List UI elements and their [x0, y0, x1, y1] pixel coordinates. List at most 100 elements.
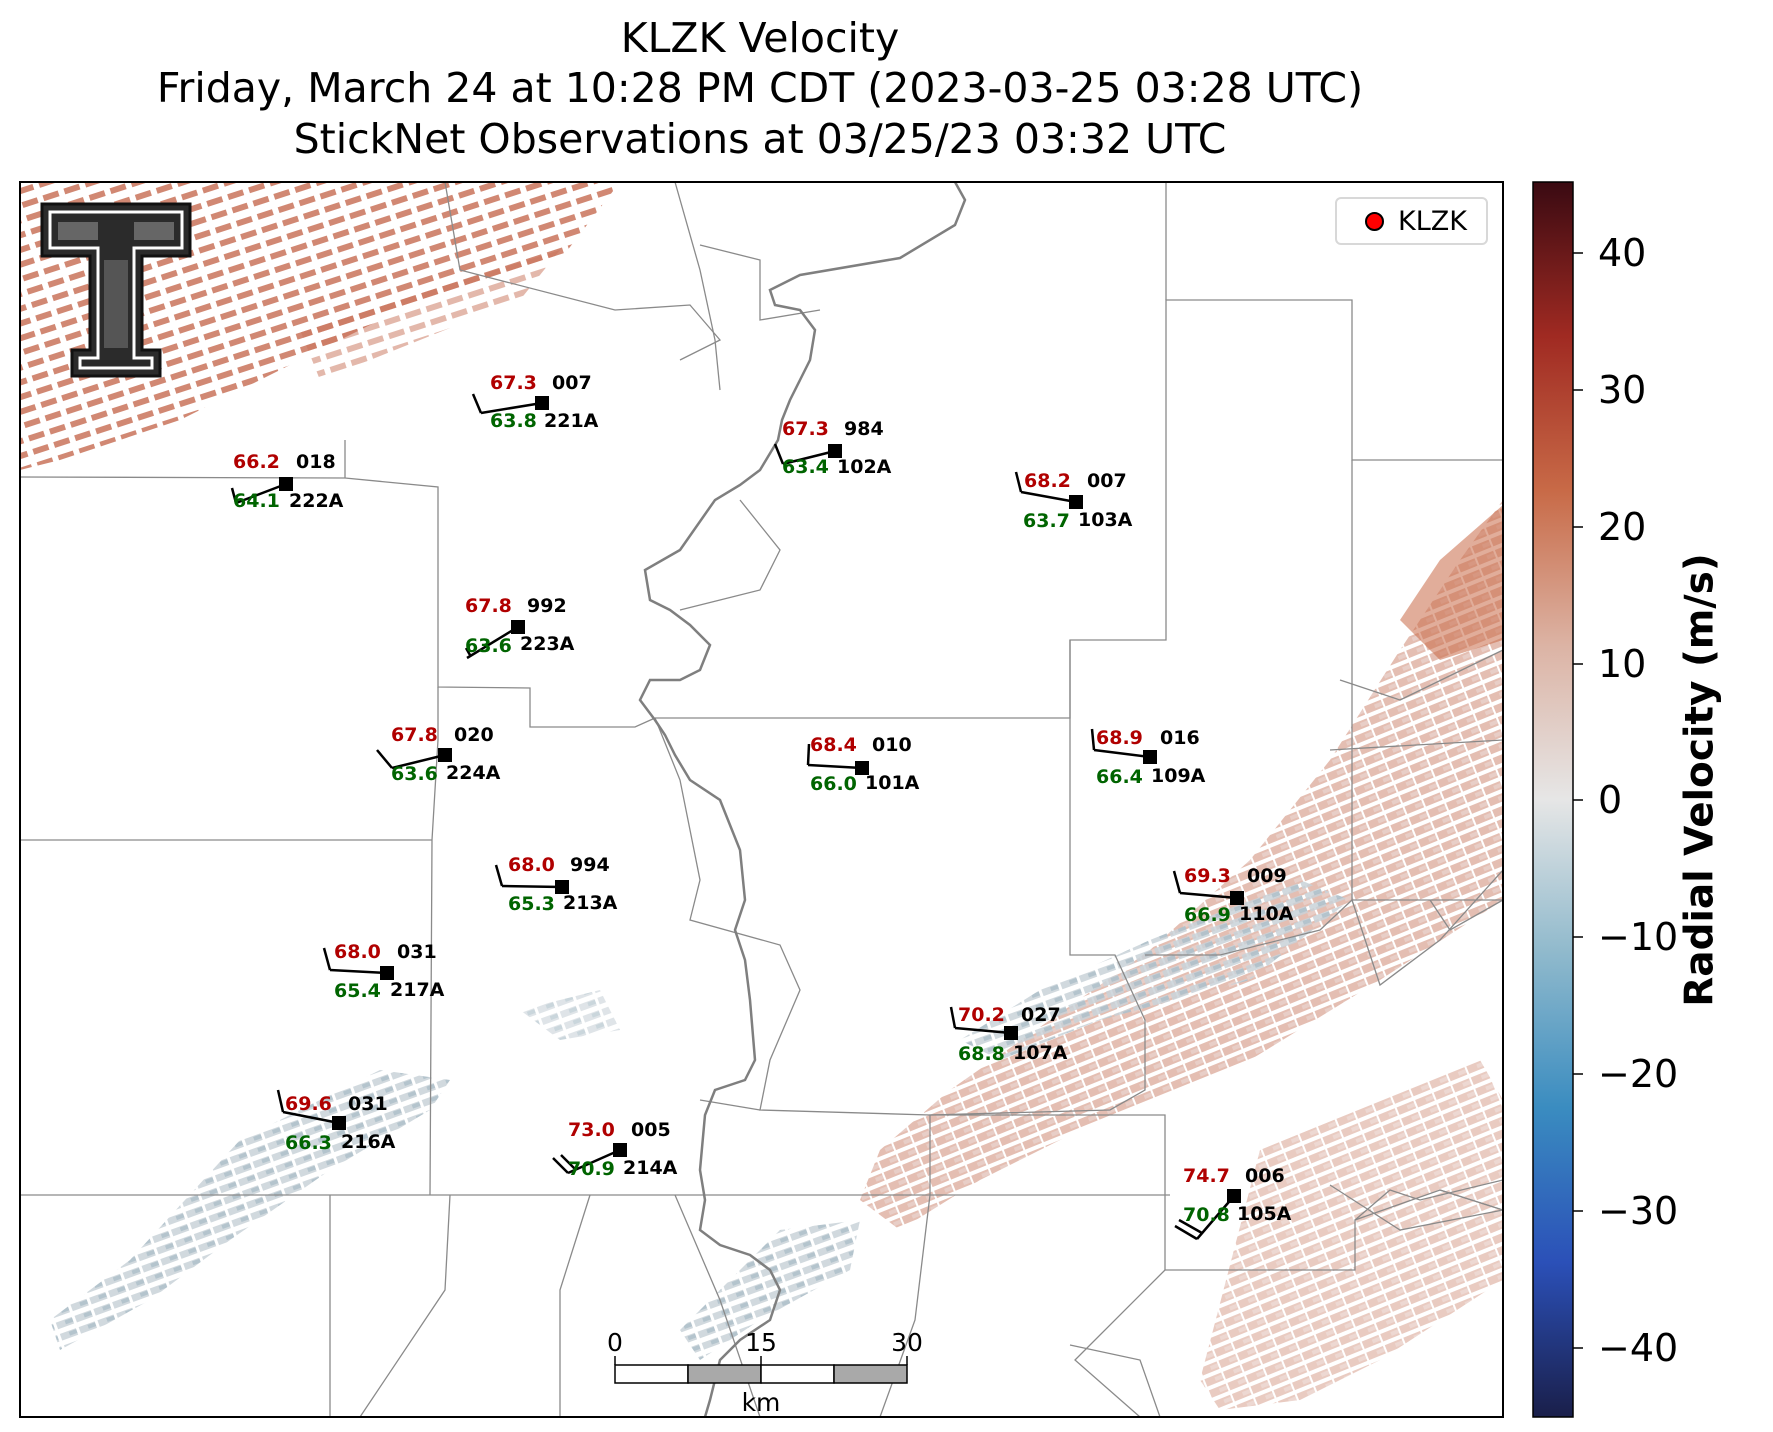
station-glyph-217A — [322, 947, 394, 980]
station-temp: 69.6 — [285, 1093, 332, 1115]
station-glyph-101A — [806, 743, 869, 775]
station-id: 101A — [865, 772, 920, 794]
scale-tick-30: 30 — [891, 1328, 923, 1357]
station-glyph-222A — [230, 477, 293, 505]
station-id: 222A — [289, 490, 344, 512]
station-pressure: 010 — [872, 734, 912, 756]
station-glyphs — [230, 393, 1244, 1241]
station-temp: 73.0 — [568, 1119, 615, 1141]
station-glyph-223A — [464, 620, 525, 660]
title-line-2: Friday, March 24 at 10:28 PM CDT (2023-0… — [156, 64, 1364, 112]
station-temp: 68.9 — [1096, 727, 1143, 749]
station-id: 213A — [563, 892, 618, 914]
colorbar-label: Radial Velocity (m/s) — [1677, 553, 1723, 1007]
station-pressure: 031 — [397, 941, 437, 963]
colorbar-tick-20: 20 — [1598, 505, 1647, 549]
station-temp: 69.3 — [1184, 865, 1231, 887]
station-pressure: 007 — [1087, 470, 1127, 492]
arkansas-river — [638, 182, 967, 1417]
echo-gray-mid — [960, 880, 1350, 1060]
station-pressure: 016 — [1160, 727, 1200, 749]
station-dewpoint: 65.4 — [334, 980, 381, 1002]
station-pressure: 994 — [570, 854, 610, 876]
scale-tick-0: 0 — [607, 1328, 623, 1357]
station-pressure: 009 — [1247, 865, 1287, 887]
station-pressure: 018 — [296, 451, 336, 473]
station-pressure: 006 — [1245, 1165, 1285, 1187]
colorbar-tick-neg30: −30 — [1598, 1189, 1679, 1233]
station-pressure: 007 — [552, 372, 592, 394]
station-id: 214A — [623, 1157, 678, 1179]
colorbar — [1532, 181, 1574, 1418]
scale-unit: km — [741, 1388, 781, 1417]
echo-scatter-center — [520, 990, 620, 1040]
title-line-3: StickNet Observations at 03/25/23 03:32 … — [293, 115, 1227, 163]
station-temp: 74.7 — [1183, 1165, 1230, 1187]
scale-bar — [614, 1356, 908, 1384]
legend-label: KLZK — [1398, 205, 1467, 237]
station-glyph-102A — [773, 443, 842, 466]
colorbar-tick-10: 10 — [1598, 642, 1647, 686]
station-glyph-214A — [552, 1143, 627, 1175]
station-temp: 68.2 — [1024, 470, 1071, 492]
station-id: 223A — [520, 633, 575, 655]
station-glyph-110A — [1172, 870, 1244, 905]
station-glyph-103A — [1014, 471, 1083, 509]
station-id: 107A — [1013, 1042, 1068, 1064]
colorbar-ticks — [1573, 252, 1583, 1349]
title-line-1: KLZK Velocity — [620, 14, 900, 62]
station-glyph-105A — [1174, 1189, 1241, 1241]
station-temp: 67.8 — [465, 595, 512, 617]
echo-south-center — [680, 1220, 860, 1360]
station-id: 102A — [837, 456, 892, 478]
station-dewpoint: 66.9 — [1184, 904, 1231, 926]
station-dewpoint: 66.3 — [285, 1132, 332, 1154]
station-temp: 68.0 — [334, 941, 381, 963]
station-glyph-213A — [494, 864, 569, 894]
station-dewpoint: 70.9 — [568, 1158, 615, 1180]
colorbar-tick-neg20: −20 — [1598, 1052, 1679, 1096]
station-glyph-221A — [471, 393, 549, 415]
station-pressure: 992 — [527, 595, 567, 617]
colorbar-tick-0: 0 — [1598, 778, 1623, 822]
station-glyph-109A — [1090, 728, 1157, 764]
station-temp: 67.8 — [391, 724, 438, 746]
station-id: 103A — [1078, 509, 1133, 531]
station-pressure: 031 — [348, 1093, 388, 1115]
station-pressure: 984 — [844, 418, 884, 440]
station-temp: 68.4 — [810, 734, 857, 756]
station-pressure: 027 — [1021, 1004, 1061, 1026]
station-glyph-107A — [949, 1006, 1018, 1040]
echo-north-scatter — [300, 250, 560, 380]
scale-tick-15: 15 — [745, 1328, 777, 1357]
station-pressure: 005 — [631, 1119, 671, 1141]
station-id: 110A — [1239, 903, 1294, 925]
station-id: 216A — [341, 1131, 396, 1153]
station-pressure: 020 — [454, 724, 494, 746]
station-temp: 67.3 — [490, 372, 537, 394]
station-dewpoint: 66.0 — [810, 773, 857, 795]
legend: KLZK — [1335, 197, 1488, 245]
echo-strong-core — [1400, 505, 1503, 660]
station-dewpoint: 63.6 — [465, 635, 512, 657]
station-dewpoint: 68.8 — [958, 1043, 1005, 1065]
station-id: 224A — [446, 762, 501, 784]
station-dewpoint: 63.7 — [1023, 510, 1070, 532]
station-temp: 67.3 — [782, 418, 829, 440]
county-borders — [20, 182, 1503, 1417]
echo-southwest-band — [50, 1070, 450, 1350]
colorbar-tick-neg10: −10 — [1598, 915, 1679, 959]
station-dewpoint: 65.3 — [508, 893, 555, 915]
station-temp: 66.2 — [233, 451, 280, 473]
station-glyph-216A — [276, 1089, 346, 1130]
texas-tech-logo — [40, 202, 192, 378]
station-temp: 68.0 — [508, 854, 555, 876]
station-id: 221A — [544, 410, 599, 432]
station-dewpoint: 64.1 — [233, 490, 280, 512]
klzk-marker-icon — [1365, 211, 1384, 231]
station-temp: 70.2 — [958, 1004, 1005, 1026]
echo-far-southeast — [1200, 1060, 1503, 1410]
station-dewpoint: 70.8 — [1183, 1204, 1230, 1226]
colorbar-tick-30: 30 — [1598, 368, 1647, 412]
